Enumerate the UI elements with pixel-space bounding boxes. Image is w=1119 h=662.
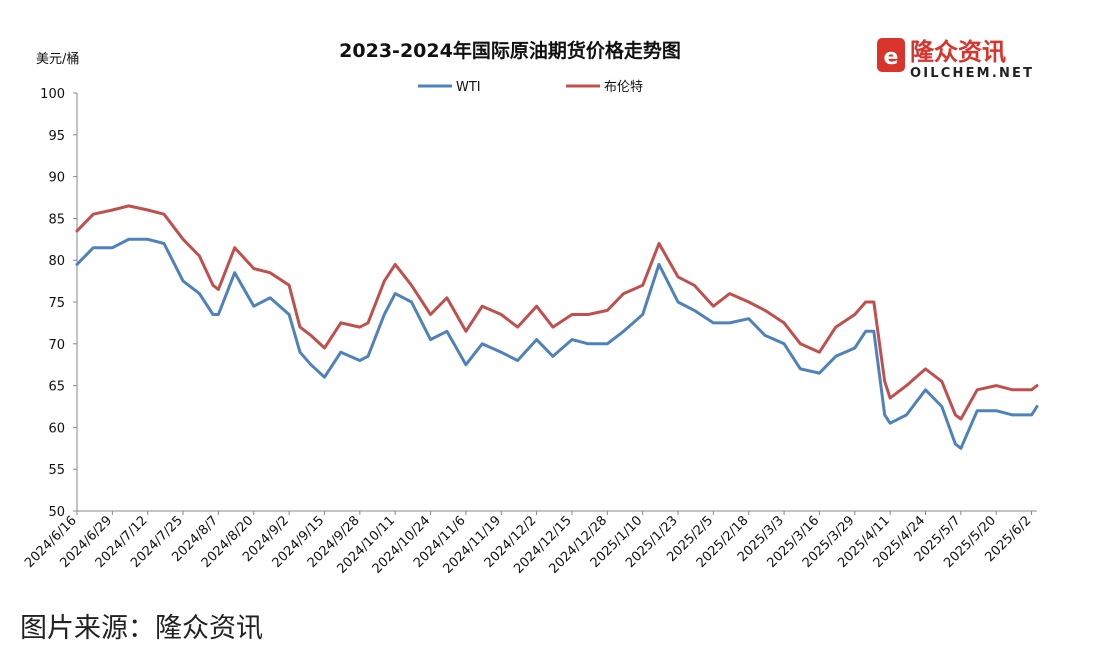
price-chart: 2023-2024年国际原油期货价格走势图 美元/桶 e 隆众资讯 OILCHE…	[22, 38, 1039, 577]
legend-label-brent: 布伦特	[604, 80, 643, 95]
y-tick-label: 75	[48, 296, 65, 311]
series-line-brent	[75, 204, 1039, 421]
series-line-wti	[75, 237, 1039, 450]
logo-url: OILCHEM.NET	[910, 66, 1032, 81]
y-tick-label: 65	[48, 380, 65, 395]
y-tick-label: 90	[48, 171, 65, 186]
legend: WTI 布伦特	[418, 80, 643, 95]
source-caption: 图片来源：隆众资讯	[20, 613, 263, 644]
legend-label-wti: WTI	[456, 80, 481, 95]
logo-mark-glyph: e	[884, 45, 899, 70]
logo-name: 隆众资讯	[910, 38, 1006, 66]
y-tick-label: 55	[48, 463, 65, 478]
chart-title: 2023-2024年国际原油期货价格走势图	[339, 39, 681, 62]
y-tick-label: 80	[48, 254, 65, 269]
chart-container: 2023-2024年国际原油期货价格走势图 美元/桶 e 隆众资讯 OILCHE…	[22, 38, 1039, 577]
series-layer	[75, 204, 1039, 450]
axes: 505560657075808590951002024/6/162024/6/2…	[22, 87, 1037, 577]
y-axis-label: 美元/桶	[36, 52, 79, 67]
y-tick-label: 70	[48, 338, 65, 353]
logo-mark	[877, 38, 905, 72]
y-tick-label: 50	[48, 505, 65, 520]
y-tick-label: 100	[40, 87, 65, 102]
logo: e 隆众资讯 OILCHEM.NET	[877, 38, 1032, 81]
y-tick-label: 60	[48, 421, 65, 436]
y-tick-label: 95	[48, 129, 65, 144]
y-tick-label: 85	[48, 212, 65, 227]
